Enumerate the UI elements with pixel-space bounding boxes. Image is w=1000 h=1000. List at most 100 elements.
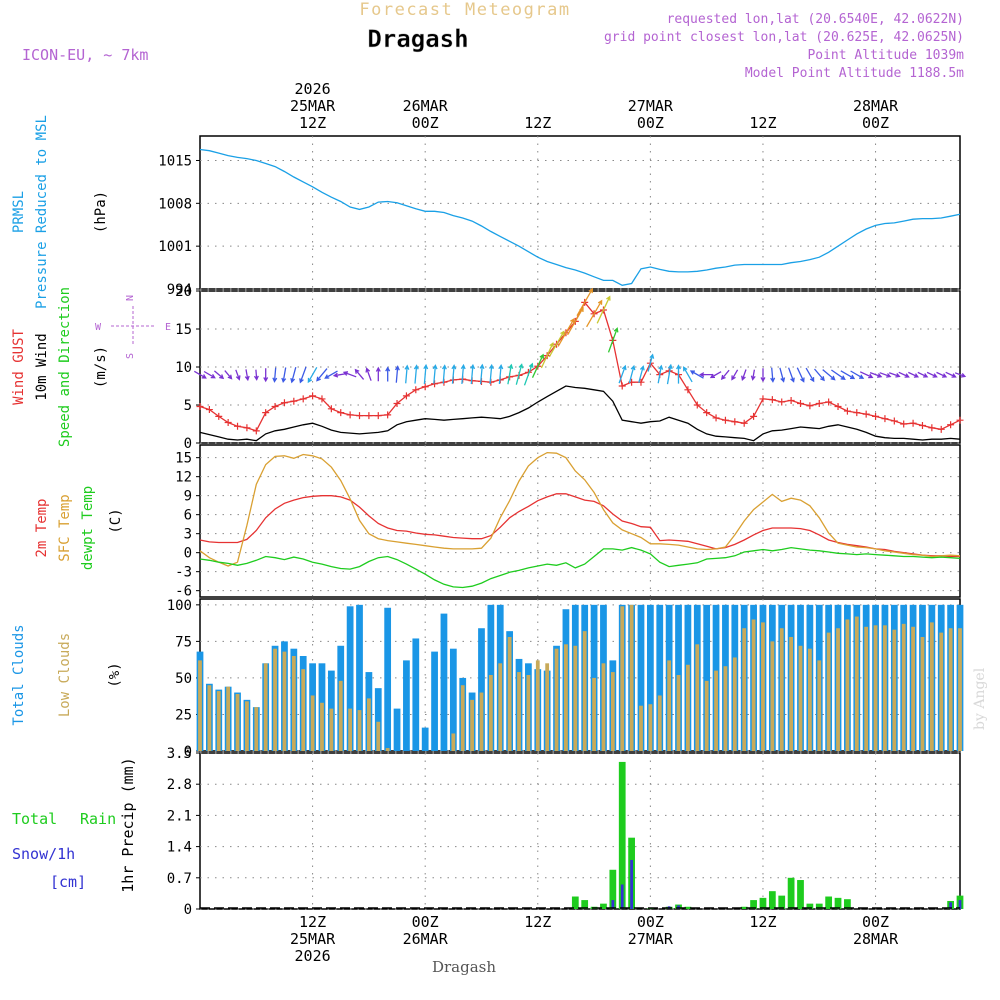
low-cloud-bar xyxy=(376,721,381,751)
total-cloud-bar xyxy=(374,688,382,751)
y-tick-label: 50 xyxy=(175,671,192,687)
gust-point xyxy=(862,410,870,418)
model-altitude: Model Point Altitude 1188.5m xyxy=(745,66,964,81)
top-tick-label: 12Z xyxy=(749,114,776,132)
low-cloud-bar xyxy=(958,628,962,751)
top-tick-label: 12Z xyxy=(524,114,551,132)
label-sfc-temp: SFC Temp xyxy=(57,494,73,561)
wind-arrow xyxy=(666,363,673,385)
low-cloud-bar xyxy=(798,645,803,751)
y-tick-label: 2.1 xyxy=(167,808,192,824)
total-cloud-bar xyxy=(403,660,410,751)
gust-point xyxy=(384,411,392,419)
gust-point xyxy=(356,412,364,420)
wind-arrow xyxy=(683,366,693,383)
rain-bar xyxy=(844,899,851,909)
bottom-tick-label: 12Z xyxy=(299,913,326,931)
wind-arrow xyxy=(272,367,278,383)
y-tick-label: 1001 xyxy=(158,239,192,255)
series-sfc-temp xyxy=(199,451,961,567)
snow-bar xyxy=(958,900,962,909)
wind-arrow xyxy=(917,371,929,378)
gust-point xyxy=(412,386,420,394)
gust-point xyxy=(890,417,898,425)
low-cloud-bar xyxy=(198,660,202,751)
snow-bar xyxy=(620,884,624,909)
low-cloud-bar xyxy=(488,675,493,751)
total-cloud-bar xyxy=(637,604,645,751)
gust-point xyxy=(881,415,889,423)
gust-point xyxy=(243,424,251,432)
low-cloud-bar xyxy=(948,628,953,751)
side-labels: PRMSL Pressure Reduced to MSL (hPa) Wind GU… xyxy=(11,115,137,893)
label-snow: Snow/1h xyxy=(12,845,75,863)
low-cloud-bar xyxy=(470,699,474,751)
low-cloud-bar xyxy=(620,606,625,751)
low-cloud-bar xyxy=(911,626,915,751)
low-cloud-bar xyxy=(460,685,465,751)
gust-point xyxy=(909,419,917,427)
gust-point xyxy=(712,414,720,422)
bottom-tick-label: 00Z xyxy=(412,913,439,931)
series-dewpt-temp xyxy=(199,546,961,589)
low-cloud-bar xyxy=(610,672,615,751)
low-cloud-bar xyxy=(573,645,578,751)
rain-bar xyxy=(759,897,767,909)
wind-arrow xyxy=(709,371,722,379)
low-cloud-bar xyxy=(263,663,268,751)
low-cloud-bar xyxy=(554,648,559,751)
wind-arrow xyxy=(441,364,447,384)
wind-arrow xyxy=(281,367,287,384)
y-tick-label: 1015 xyxy=(158,153,192,169)
y-tick-label: 15 xyxy=(175,451,192,467)
bottom-tick-label: 27MAR xyxy=(628,930,674,948)
low-cloud-bar xyxy=(854,616,859,751)
top-tick-label: 00Z xyxy=(637,114,664,132)
wind-arrow xyxy=(676,364,681,384)
wind-arrow xyxy=(263,368,269,383)
bottom-tick-label: 00Z xyxy=(637,913,664,931)
low-cloud-bar xyxy=(216,691,221,751)
gust-point xyxy=(806,402,814,410)
bottom-tick-label: 25MAR xyxy=(290,930,336,948)
gust-point xyxy=(796,399,804,407)
gust-point xyxy=(918,422,926,430)
gust-point xyxy=(374,412,382,420)
label-low-clouds: Low Clouds xyxy=(57,633,73,717)
low-cloud-bar xyxy=(667,660,672,751)
wind-arrow xyxy=(936,371,948,378)
series-10m-wind xyxy=(199,385,961,442)
rain-bar xyxy=(768,891,776,909)
gust-point xyxy=(290,397,298,405)
wind-arrow xyxy=(342,371,357,378)
y-tick-label: 1.4 xyxy=(167,840,192,856)
wind-arrow xyxy=(316,368,328,382)
gust-point xyxy=(402,392,410,400)
label-dewpt-temp: dewpt Temp xyxy=(80,486,96,570)
wind-arrow xyxy=(954,372,967,378)
low-cloud-bar xyxy=(582,631,587,751)
wind-arrow xyxy=(365,367,372,381)
low-cloud-bar xyxy=(207,685,212,751)
low-cloud-bar xyxy=(517,672,521,751)
wind-arrow xyxy=(548,330,565,358)
wind-arrow xyxy=(805,367,815,383)
wind-panel: 0 5 10 15 20 N E S W xyxy=(95,284,967,452)
compass-w: W xyxy=(95,322,102,333)
y-tick-label: 0 xyxy=(184,546,192,562)
low-cloud-bar xyxy=(282,651,287,751)
gust-point xyxy=(740,419,748,427)
low-cloud-bar xyxy=(310,695,315,751)
y-tick-label: 75 xyxy=(175,634,192,650)
wind-arrow xyxy=(576,287,593,317)
low-cloud-bar xyxy=(357,710,362,751)
low-cloud-bar xyxy=(235,694,240,751)
top-tick-label: 28MAR xyxy=(853,97,899,115)
wind-arrow xyxy=(831,369,846,380)
low-cloud-bar xyxy=(836,628,840,751)
y-tick-label: 100 xyxy=(167,598,192,614)
clouds-panel: 0 25 50 75 100 xyxy=(167,598,964,760)
series-wind-gust xyxy=(199,301,961,432)
wind-arrow xyxy=(470,363,476,385)
rain-bar xyxy=(618,761,626,909)
